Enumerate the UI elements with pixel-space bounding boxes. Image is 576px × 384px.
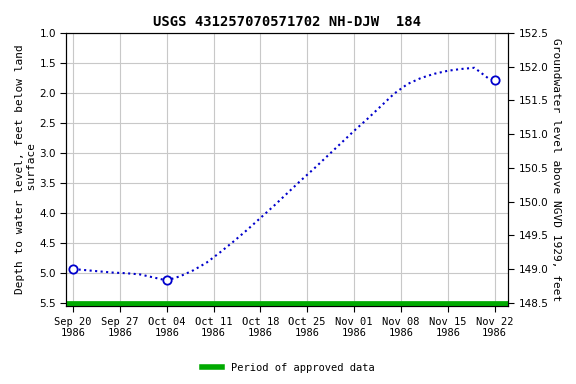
Legend: Period of approved data: Period of approved data <box>198 359 378 377</box>
Title: USGS 431257070571702 NH-DJW  184: USGS 431257070571702 NH-DJW 184 <box>153 15 421 29</box>
Y-axis label: Groundwater level above NGVD 1929, feet: Groundwater level above NGVD 1929, feet <box>551 38 561 301</box>
Y-axis label: Depth to water level, feet below land
 surface: Depth to water level, feet below land su… <box>15 45 37 295</box>
